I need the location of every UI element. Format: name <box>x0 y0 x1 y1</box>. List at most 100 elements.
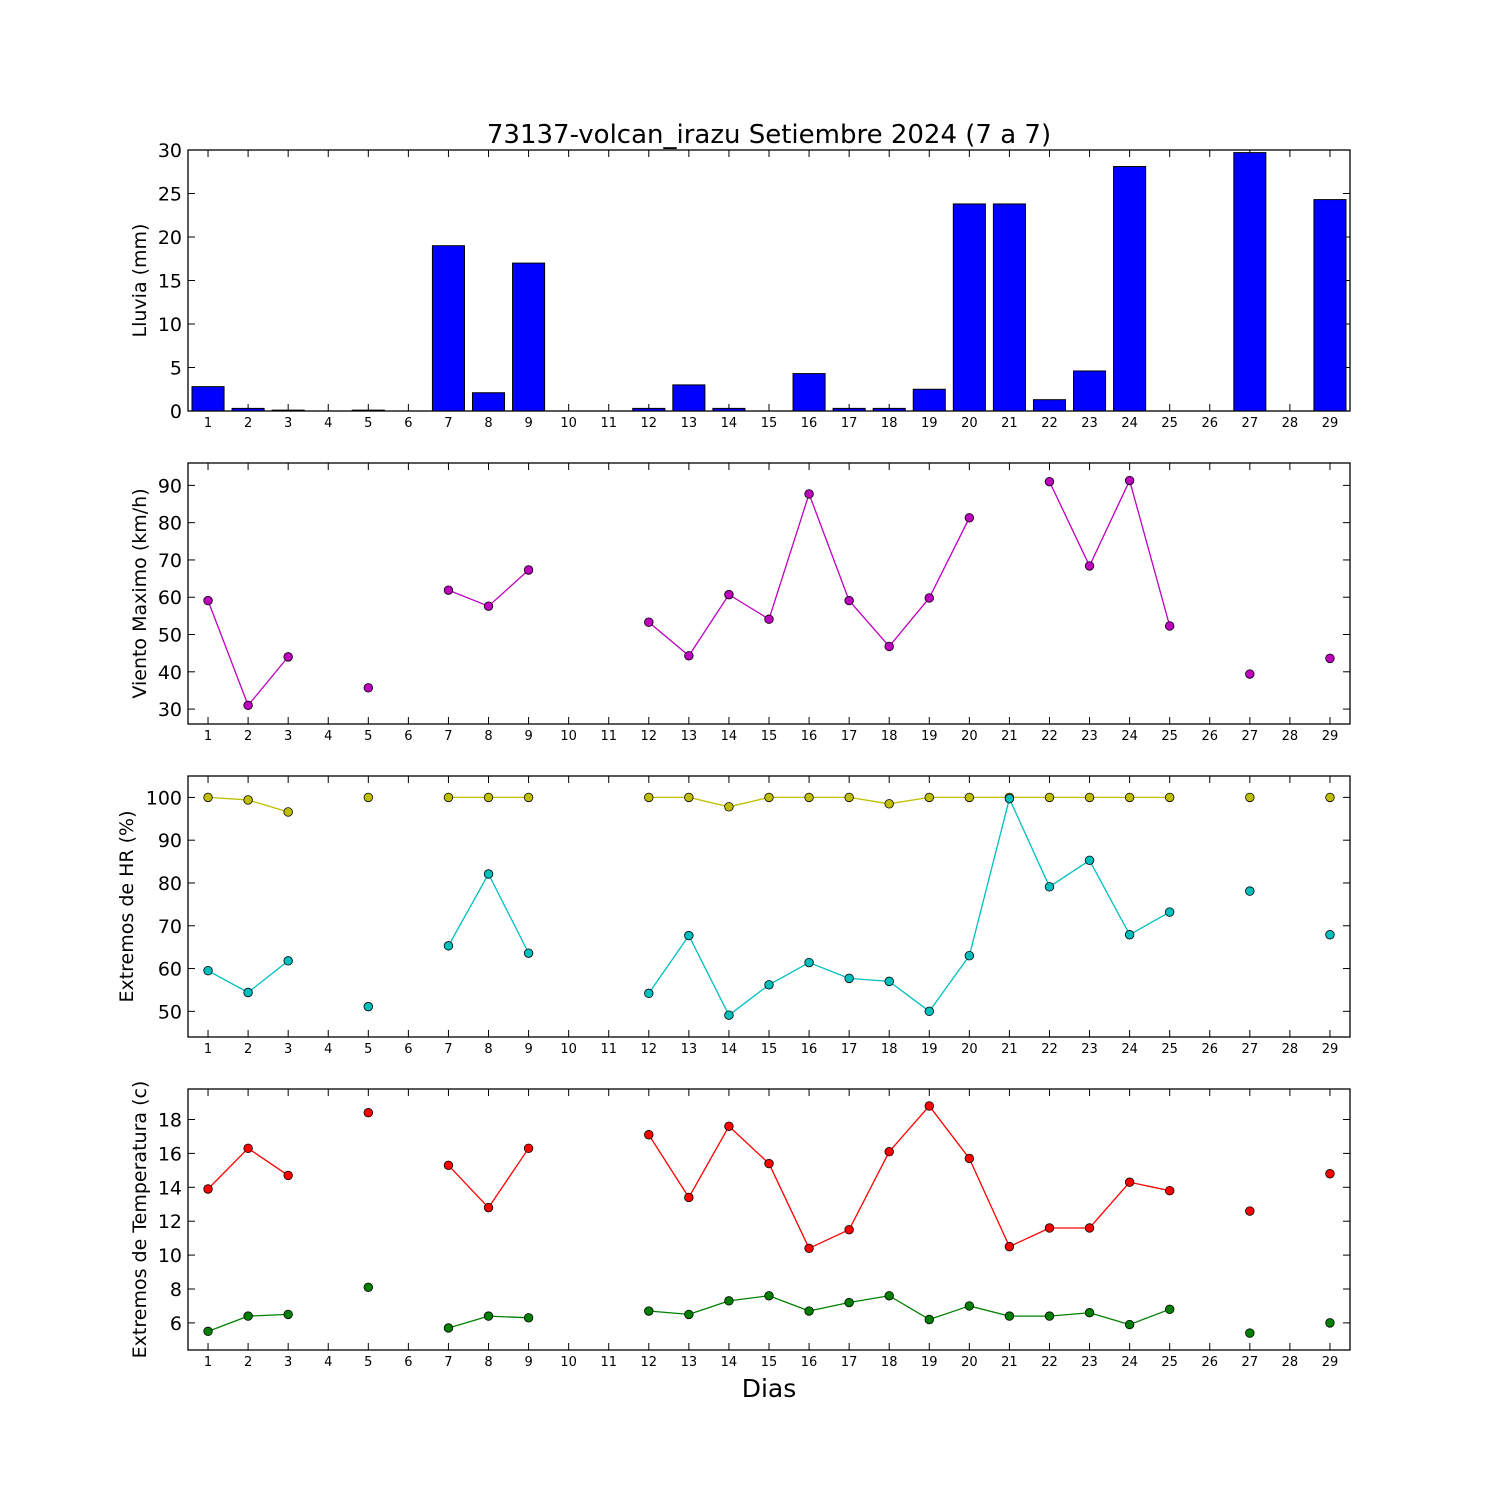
y-tick-label: 70 <box>158 916 182 938</box>
x-tick-label: 24 <box>1121 1355 1138 1370</box>
temperature-series-0-point <box>363 1108 374 1118</box>
humidity-series-0-line-segment <box>688 796 730 808</box>
humidity-y-axis-label: Extremos de HR (%) <box>116 810 138 1002</box>
x-tick-label: 28 <box>1282 729 1299 744</box>
y-tick-label: 100 <box>146 787 182 809</box>
humidity-series-1-point <box>523 948 534 958</box>
temperature-series-0-point <box>243 1143 253 1154</box>
temperature-series-0-point <box>443 1160 454 1170</box>
y-tick-label: 10 <box>158 1245 182 1267</box>
temperature-series-0-line-segment <box>247 1147 289 1176</box>
x-tick-label: 7 <box>444 1042 452 1057</box>
humidity-series-0-line-segment <box>728 796 770 808</box>
y-tick-label: 5 <box>170 358 182 380</box>
x-tick-label: 18 <box>881 1042 898 1057</box>
temperature-series-0-line-segment <box>207 1147 249 1190</box>
rain-y-axis-label: Lluvia (mm) <box>129 224 151 338</box>
x-tick-label: 23 <box>1081 729 1098 744</box>
humidity-series-1-line-segment <box>968 798 1011 956</box>
rain-bar <box>872 407 906 412</box>
wind-series-0-point <box>804 489 814 499</box>
x-tick-label: 1 <box>204 1355 212 1370</box>
temperature-series-1-line-segment <box>1089 1312 1130 1326</box>
humidity-series-0-point <box>724 802 734 812</box>
x-tick-label: 17 <box>841 1355 858 1370</box>
temperature-series-0-line-segment <box>1129 1181 1170 1192</box>
temperature-series-0-line-segment <box>848 1151 890 1230</box>
x-tick-label: 11 <box>600 416 617 431</box>
y-tick-label: 30 <box>158 699 182 721</box>
humidity-series-0-line-segment <box>247 799 289 813</box>
x-tick-label: 18 <box>881 729 898 744</box>
temperature-series-1-point <box>523 1313 534 1323</box>
x-tick-label: 5 <box>364 1355 372 1370</box>
x-tick-label: 6 <box>404 416 412 431</box>
x-tick-label: 2 <box>244 416 252 431</box>
humidity-series-1-line-segment <box>849 977 890 983</box>
x-tick-label: 4 <box>324 1042 332 1057</box>
humidity-series-1-point <box>1245 886 1255 896</box>
humidity-series-0-point <box>684 792 694 803</box>
humidity-series-1-point <box>644 988 654 999</box>
rain-bar <box>912 388 946 412</box>
rain-bar <box>351 409 385 412</box>
x-tick-label: 22 <box>1041 1042 1058 1057</box>
humidity-series-1-line-segment <box>648 935 690 994</box>
y-tick-label: 16 <box>158 1143 182 1165</box>
temperature-series-0-point <box>964 1153 975 1164</box>
rain-bar <box>712 407 746 412</box>
x-tick-label: 14 <box>721 1042 738 1057</box>
rain-bar <box>1113 166 1147 412</box>
temperature-series-1-line-segment <box>768 1295 810 1312</box>
y-tick-label: 15 <box>158 271 182 293</box>
wind-series-0-line-segment <box>1088 480 1131 567</box>
x-tick-label: 28 <box>1282 416 1299 431</box>
x-tick-label: 22 <box>1041 416 1058 431</box>
temperature-series-1-point <box>804 1306 814 1316</box>
x-tick-label: 8 <box>484 1355 492 1370</box>
humidity-series-0-point <box>964 792 975 803</box>
x-tick-label: 5 <box>364 416 372 431</box>
wind-series-0-point <box>644 617 654 627</box>
humidity-series-0-line-segment <box>207 796 249 801</box>
x-tick-label: 4 <box>324 1355 332 1370</box>
wind-series-0-line-segment <box>448 589 489 607</box>
humidity-series-1-point <box>1044 882 1055 892</box>
rain-bar <box>471 392 506 412</box>
x-tick-label: 10 <box>560 1042 577 1057</box>
x-tick-label: 6 <box>404 1042 412 1057</box>
x-tick-label: 2 <box>244 1042 252 1057</box>
temperature-series-1-line-segment <box>648 1310 689 1316</box>
temperature-series-1-point <box>1325 1318 1335 1328</box>
humidity-series-1-line-segment <box>928 955 970 1012</box>
wind-series-0-point <box>1084 561 1095 571</box>
temperature-series-0-point <box>1164 1185 1175 1196</box>
x-tick-label: 29 <box>1322 416 1339 431</box>
x-tick-label: 8 <box>484 1042 492 1057</box>
temperature-series-1-point <box>644 1306 654 1316</box>
x-tick-label: 20 <box>961 416 978 431</box>
temperature-series-1-point <box>684 1309 694 1320</box>
humidity-series-1-line-segment <box>768 961 810 986</box>
temperature-series-1-point <box>363 1282 374 1292</box>
x-tick-label: 29 <box>1322 1355 1339 1370</box>
x-tick-label: 21 <box>1001 416 1018 431</box>
y-tick-label: 8 <box>170 1279 182 1301</box>
temperature-series-1-point <box>1084 1308 1095 1318</box>
wind-series-0-point <box>764 614 774 624</box>
x-tick-label: 5 <box>364 729 372 744</box>
humidity-series-1-line-segment <box>1088 859 1131 936</box>
temperature-series-0-point <box>283 1170 293 1181</box>
humidity-series-0-point <box>523 792 534 803</box>
temperature-series-0-point <box>644 1130 654 1140</box>
x-tick-label: 14 <box>721 416 738 431</box>
x-tick-label: 20 <box>961 1355 978 1370</box>
x-tick-label: 13 <box>681 1042 698 1057</box>
wind-series-0-line-segment <box>648 621 690 657</box>
x-tick-label: 9 <box>524 729 532 744</box>
temperature-series-0-point <box>1245 1206 1255 1216</box>
humidity-series-1-line-segment <box>247 960 289 994</box>
